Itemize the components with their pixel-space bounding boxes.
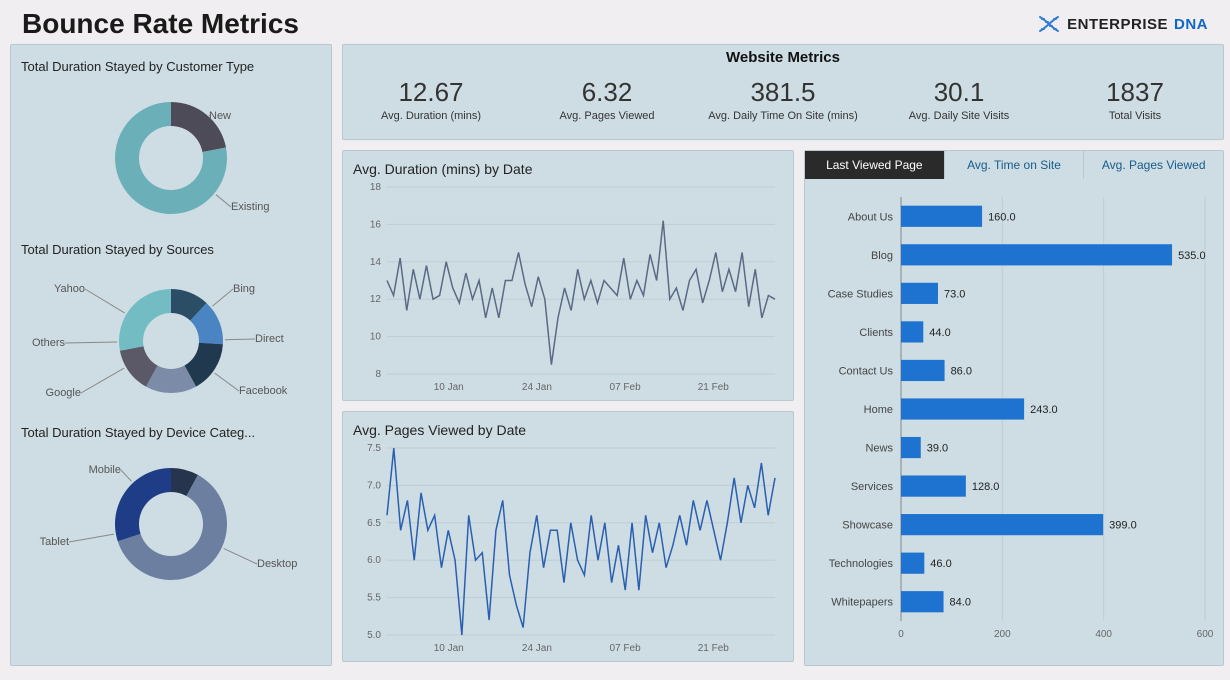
svg-text:6.5: 6.5 (367, 518, 381, 529)
kpi-strip: Website Metrics 12.67 Avg. Duration (mins… (342, 44, 1224, 140)
svg-text:Mobile: Mobile (89, 464, 121, 476)
svg-text:399.0: 399.0 (1109, 520, 1137, 532)
kpi-label: Avg. Daily Site Visits (871, 110, 1047, 122)
svg-text:243.0: 243.0 (1030, 404, 1058, 416)
svg-text:46.0: 46.0 (930, 558, 951, 570)
svg-text:Bing: Bing (233, 283, 255, 295)
svg-text:84.0: 84.0 (950, 597, 971, 609)
svg-text:5.0: 5.0 (367, 630, 381, 641)
svg-text:12: 12 (370, 294, 382, 305)
svg-text:Tablet: Tablet (40, 536, 69, 548)
donut-sources[interactable]: Total Duration Stayed by Sources Yahoo Bi… (19, 238, 323, 413)
svg-text:44.0: 44.0 (929, 327, 950, 339)
tab-last-viewed-page[interactable]: Last Viewed Page (805, 151, 945, 179)
chart-avg-pages-title: Avg. Pages Viewed by Date (353, 422, 783, 438)
tab-avg-pages-viewed[interactable]: Avg. Pages Viewed (1084, 151, 1223, 179)
svg-text:535.0: 535.0 (1178, 250, 1206, 262)
svg-text:Google: Google (46, 387, 81, 399)
chart-avg-pages[interactable]: Avg. Pages Viewed by Date 5.0 5.5 6.0 6.5 7.… (342, 411, 794, 662)
chart-avg-duration[interactable]: Avg. Duration (mins) by Date 8 10 12 14 16 18… (342, 150, 794, 401)
page-title: Bounce Rate Metrics (22, 8, 299, 40)
dna-icon (1037, 15, 1061, 33)
svg-text:10: 10 (370, 332, 382, 343)
svg-text:6.0: 6.0 (367, 555, 381, 566)
tab-row: Last Viewed PageAvg. Time on SiteAvg. Pa… (805, 151, 1223, 179)
kpi-value: 6.32 (519, 77, 695, 108)
svg-text:07 Feb: 07 Feb (610, 643, 642, 654)
svg-text:Yahoo: Yahoo (54, 283, 85, 295)
kpi-4: 1837 Total Visits (1047, 63, 1223, 122)
left-panel: Total Duration Stayed by Customer Type N… (10, 44, 332, 666)
svg-text:16: 16 (370, 219, 382, 230)
svg-text:Blog: Blog (871, 250, 893, 262)
chart-avg-duration-title: Avg. Duration (mins) by Date (353, 161, 783, 177)
svg-text:Contact Us: Contact Us (839, 365, 894, 377)
tabs-card: Last Viewed PageAvg. Time on SiteAvg. Pa… (804, 150, 1224, 666)
svg-text:Facebook: Facebook (239, 385, 288, 397)
kpi-label: Avg. Pages Viewed (519, 110, 695, 122)
svg-text:73.0: 73.0 (944, 288, 965, 300)
donut-customer-type[interactable]: Total Duration Stayed by Customer Type N… (19, 55, 323, 230)
svg-text:7.5: 7.5 (367, 443, 381, 454)
svg-text:Services: Services (851, 481, 894, 493)
svg-text:8: 8 (375, 369, 381, 380)
svg-text:5.5: 5.5 (367, 593, 381, 604)
kpi-value: 12.67 (343, 77, 519, 108)
donut-device-title: Total Duration Stayed by Device Categ... (21, 425, 323, 440)
svg-text:39.0: 39.0 (927, 443, 948, 455)
brand-text-2: DNA (1174, 16, 1208, 33)
svg-text:07 Feb: 07 Feb (610, 382, 642, 393)
svg-text:10 Jan: 10 Jan (434, 643, 464, 654)
svg-text:18: 18 (370, 182, 382, 193)
svg-text:Desktop: Desktop (257, 558, 297, 570)
svg-text:400: 400 (1095, 629, 1112, 640)
kpi-label: Avg. Daily Time On Site (mins) (695, 110, 871, 122)
svg-text:Home: Home (864, 404, 893, 416)
svg-text:Case Studies: Case Studies (828, 288, 894, 300)
kpi-value: 30.1 (871, 77, 1047, 108)
svg-text:About Us: About Us (848, 211, 894, 223)
kpi-strip-title: Website Metrics (726, 49, 840, 66)
kpi-label: Total Visits (1047, 110, 1223, 122)
brand-logo: ENTERPRISE DNA (1037, 15, 1208, 33)
svg-text:14: 14 (370, 257, 382, 268)
svg-text:21 Feb: 21 Feb (698, 643, 730, 654)
svg-text:128.0: 128.0 (972, 481, 1000, 493)
kpi-2: 381.5 Avg. Daily Time On Site (mins) (695, 63, 871, 122)
svg-text:Direct: Direct (255, 333, 284, 345)
kpi-0: 12.67 Avg. Duration (mins) (343, 63, 519, 122)
svg-text:10 Jan: 10 Jan (434, 382, 464, 393)
svg-text:Clients: Clients (859, 327, 893, 339)
tab-avg-time-on-site[interactable]: Avg. Time on Site (945, 151, 1085, 179)
kpi-value: 1837 (1047, 77, 1223, 108)
kpi-label: Avg. Duration (mins) (343, 110, 519, 122)
svg-text:160.0: 160.0 (988, 211, 1016, 223)
svg-text:7.0: 7.0 (367, 480, 381, 491)
svg-text:Whitepapers: Whitepapers (831, 597, 893, 609)
svg-text:Technologies: Technologies (829, 558, 894, 570)
svg-text:24 Jan: 24 Jan (522, 382, 552, 393)
svg-text:24 Jan: 24 Jan (522, 643, 552, 654)
svg-text:200: 200 (994, 629, 1011, 640)
svg-text:Showcase: Showcase (842, 520, 893, 532)
kpi-value: 381.5 (695, 77, 871, 108)
donut-sources-title: Total Duration Stayed by Sources (21, 242, 323, 257)
brand-text-1: ENTERPRISE (1067, 16, 1168, 33)
svg-text:86.0: 86.0 (951, 365, 972, 377)
donut-customer-title: Total Duration Stayed by Customer Type (21, 59, 323, 74)
kpi-3: 30.1 Avg. Daily Site Visits (871, 63, 1047, 122)
svg-text:News: News (865, 443, 893, 455)
svg-text:600: 600 (1197, 629, 1214, 640)
svg-text:Others: Others (32, 337, 66, 349)
svg-text:21 Feb: 21 Feb (698, 382, 730, 393)
svg-text:0: 0 (898, 629, 904, 640)
donut-device[interactable]: Total Duration Stayed by Device Categ...… (19, 421, 323, 596)
svg-text:Existing: Existing (231, 201, 270, 213)
kpi-1: 6.32 Avg. Pages Viewed (519, 63, 695, 122)
svg-text:New: New (209, 110, 231, 122)
